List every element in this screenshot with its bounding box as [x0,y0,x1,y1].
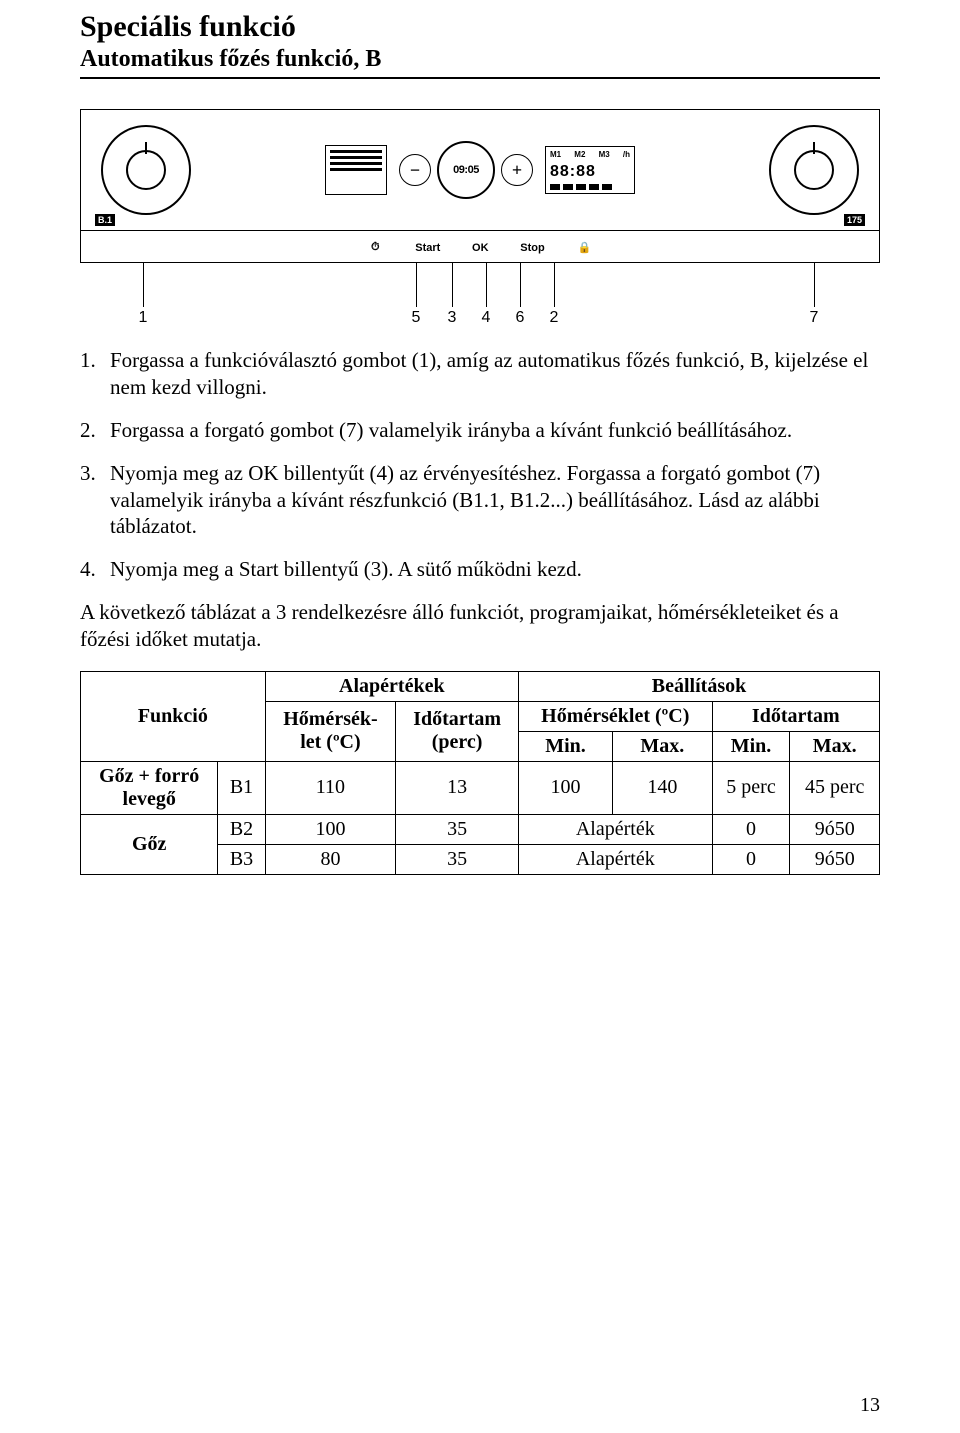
steps-list: 1. Forgassa a funkcióválasztó gombot (1)… [80,347,880,583]
leader-1: 1 [139,309,148,327]
start-label: Start [415,242,440,254]
td-b3-perc: 35 [396,844,519,874]
section-subtitle: Automatikus főzés funkció, B [80,46,880,73]
lcd-right-mid: 88:88 [550,163,630,181]
clock-display: 09:05 [437,141,495,199]
panel-tag-left: B.1 [95,214,115,226]
clock-icon: ⏱ [363,241,387,254]
leader-6: 6 [516,309,525,327]
ok-label: OK [468,242,492,254]
stop-label: Stop [520,242,544,254]
leader-2: 2 [550,309,559,327]
td-b1-max: 140 [613,761,713,814]
step-2-text: Forgassa a forgató gombot (7) valamelyik… [110,417,880,444]
td-b3-ho: 80 [265,844,396,874]
td-b1: B1 [218,761,265,814]
th-min1: Min. [518,731,612,761]
td-b2-tmax: 9ó50 [790,814,880,844]
leader-7: 7 [810,309,819,327]
td-b1-tmax: 45 perc [790,761,880,814]
td-b2-tmin: 0 [712,814,790,844]
th-ho-c: Hőmérséklet (ºC) [518,701,712,731]
lock-icon: 🔒 [573,241,597,254]
intro-paragraph: A következő táblázat a 3 rendelkezésre á… [80,599,880,653]
step-3-text: Nyomja meg az OK billentyűt (4) az érvén… [110,460,880,541]
td-b3-alap: Alapérték [518,844,712,874]
plus-button: + [501,154,533,186]
page-number: 13 [860,1394,880,1417]
panel-button-row: ⏱ Start OK Stop 🔒 [363,241,597,254]
leader-4: 4 [482,309,491,327]
td-b2: B2 [218,814,265,844]
td-goz: Gőz [81,814,218,874]
lcd-h: /h [623,150,630,159]
td-b2-perc: 35 [396,814,519,844]
step-4-num: 4. [80,556,110,583]
step-1-num: 1. [80,347,110,401]
panel-tag-right: 175 [844,214,865,226]
leader-5: 5 [412,309,421,327]
divider [80,77,880,79]
lcd-m2: M2 [574,150,585,159]
td-b3-tmin: 0 [712,844,790,874]
td-b1-tmin: 5 perc [712,761,790,814]
td-b1-min: 100 [518,761,612,814]
td-goz-forro: Gőz + forró levegő [81,761,218,814]
th-max2: Max. [790,731,880,761]
rotary-knob [769,125,859,215]
lcd-m3: M3 [599,150,610,159]
lcd-icons [325,145,387,195]
functions-table: Funkció Alapértékek Beállítások Hőmérsék… [80,671,880,875]
th-funkcio: Funkció [81,671,266,761]
td-b3: B3 [218,844,265,874]
td-b2-ho: 100 [265,814,396,844]
th-ido: Időtartam [712,701,879,731]
th-alap: Alapértékek [265,671,518,701]
td-b3-tmax: 9ó50 [790,844,880,874]
leader-lines: 1 5 3 4 6 2 7 [80,263,880,323]
th-min2: Min. [712,731,790,761]
th-beall: Beállítások [518,671,879,701]
td-b1-ho: 110 [265,761,396,814]
section-title: Speciális funkció [80,10,880,44]
lcd-right: M1 M2 M3 /h 88:88 [545,146,635,194]
function-knob [101,125,191,215]
step-3-num: 3. [80,460,110,541]
minus-button: − [399,154,431,186]
control-panel-figure: B.1 − 09:05 + M1 M2 M3 [80,109,880,323]
step-2-num: 2. [80,417,110,444]
th-homersek: Hőmérsék- let (ºC) [265,701,396,761]
th-max1: Max. [613,731,713,761]
th-perc: Időtartam (perc) [396,701,519,761]
td-b1-perc: 13 [396,761,519,814]
step-4-text: Nyomja meg a Start billentyű (3). A sütő… [110,556,880,583]
lcd-m1: M1 [550,150,561,159]
td-b2-alap: Alapérték [518,814,712,844]
step-1-text: Forgassa a funkcióválasztó gombot (1), a… [110,347,880,401]
leader-3: 3 [448,309,457,327]
